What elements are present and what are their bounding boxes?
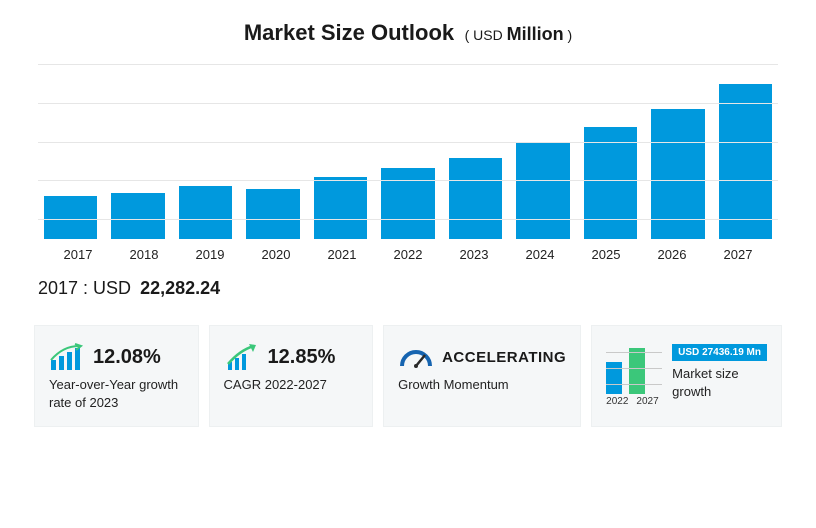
x-label: 2020 bbox=[250, 247, 302, 262]
bar bbox=[179, 186, 232, 239]
mini-bar-2027 bbox=[629, 348, 645, 394]
title-unit: ( USD Million ) bbox=[465, 27, 573, 43]
x-axis-labels: 2017 2018 2019 2020 2021 2022 2023 2024 2025 2026… bbox=[38, 247, 778, 262]
gridline bbox=[38, 64, 778, 65]
mini-chart: 2022 2027 bbox=[606, 342, 662, 412]
card-cagr: 12.85% CAGR 2022-2027 bbox=[209, 325, 374, 427]
x-label: 2023 bbox=[448, 247, 500, 262]
bar bbox=[44, 196, 97, 239]
unit-bold: Million bbox=[507, 24, 564, 44]
card-size-growth: 2022 2027 USD 27436.19 Mn Market size gr… bbox=[591, 325, 782, 427]
mini-bar-2022 bbox=[606, 362, 622, 394]
x-label: 2018 bbox=[118, 247, 170, 262]
bar bbox=[584, 127, 637, 239]
card-momentum: ACCELERATING Growth Momentum bbox=[383, 325, 581, 427]
x-label: 2021 bbox=[316, 247, 368, 262]
yoy-label: Year-over-Year growth rate of 2023 bbox=[49, 376, 184, 411]
mini-grid bbox=[606, 368, 662, 369]
gridline bbox=[38, 142, 778, 143]
growth-label: Market size growth bbox=[672, 365, 767, 400]
momentum-value: ACCELERATING bbox=[442, 349, 566, 366]
gridline bbox=[38, 103, 778, 104]
cagr-value: 12.85% bbox=[268, 346, 336, 369]
bar bbox=[719, 84, 772, 239]
base-year-value: 2017 : USD 22,282.24 bbox=[38, 278, 778, 299]
cagr-label: CAGR 2022-2027 bbox=[224, 376, 359, 394]
bars-container bbox=[38, 84, 778, 239]
yoy-value: 12.08% bbox=[93, 346, 161, 369]
chart-title: Market Size Outlook ( USD Million ) bbox=[30, 20, 786, 46]
base-number: 22,282.24 bbox=[140, 278, 220, 298]
x-label: 2027 bbox=[712, 247, 764, 262]
gridline bbox=[38, 180, 778, 181]
unit-prefix: ( USD bbox=[465, 27, 503, 43]
x-label: 2022 bbox=[382, 247, 434, 262]
x-label: 2019 bbox=[184, 247, 236, 262]
bar-trend-icon bbox=[49, 342, 85, 372]
mini-grid bbox=[606, 352, 662, 353]
momentum-label: Growth Momentum bbox=[398, 376, 566, 394]
x-label: 2026 bbox=[646, 247, 698, 262]
bar bbox=[449, 158, 502, 239]
card-yoy: 12.08% Year-over-Year growth rate of 202… bbox=[34, 325, 199, 427]
tag-value: 27436.19 Mn bbox=[702, 347, 761, 358]
x-label: 2017 bbox=[52, 247, 104, 262]
bar bbox=[111, 193, 164, 240]
growth-tag: USD 27436.19 Mn bbox=[672, 344, 767, 361]
tag-prefix: USD bbox=[678, 347, 699, 358]
bar bbox=[314, 177, 367, 239]
bar-chart bbox=[38, 64, 778, 239]
x-label: 2024 bbox=[514, 247, 566, 262]
bar bbox=[381, 168, 434, 239]
gridline bbox=[38, 219, 778, 220]
title-main: Market Size Outlook bbox=[244, 20, 454, 45]
bar bbox=[516, 143, 569, 239]
mini-label-2022: 2022 bbox=[606, 396, 628, 407]
bar bbox=[246, 189, 299, 239]
gauge-icon bbox=[398, 342, 434, 372]
base-label: 2017 : USD bbox=[38, 278, 131, 298]
mini-grid bbox=[606, 384, 662, 385]
mini-label-2027: 2027 bbox=[636, 396, 658, 407]
growth-arrow-icon bbox=[224, 342, 260, 372]
unit-suffix: ) bbox=[567, 27, 572, 43]
stat-cards: 12.08% Year-over-Year growth rate of 202… bbox=[34, 325, 782, 427]
x-label: 2025 bbox=[580, 247, 632, 262]
